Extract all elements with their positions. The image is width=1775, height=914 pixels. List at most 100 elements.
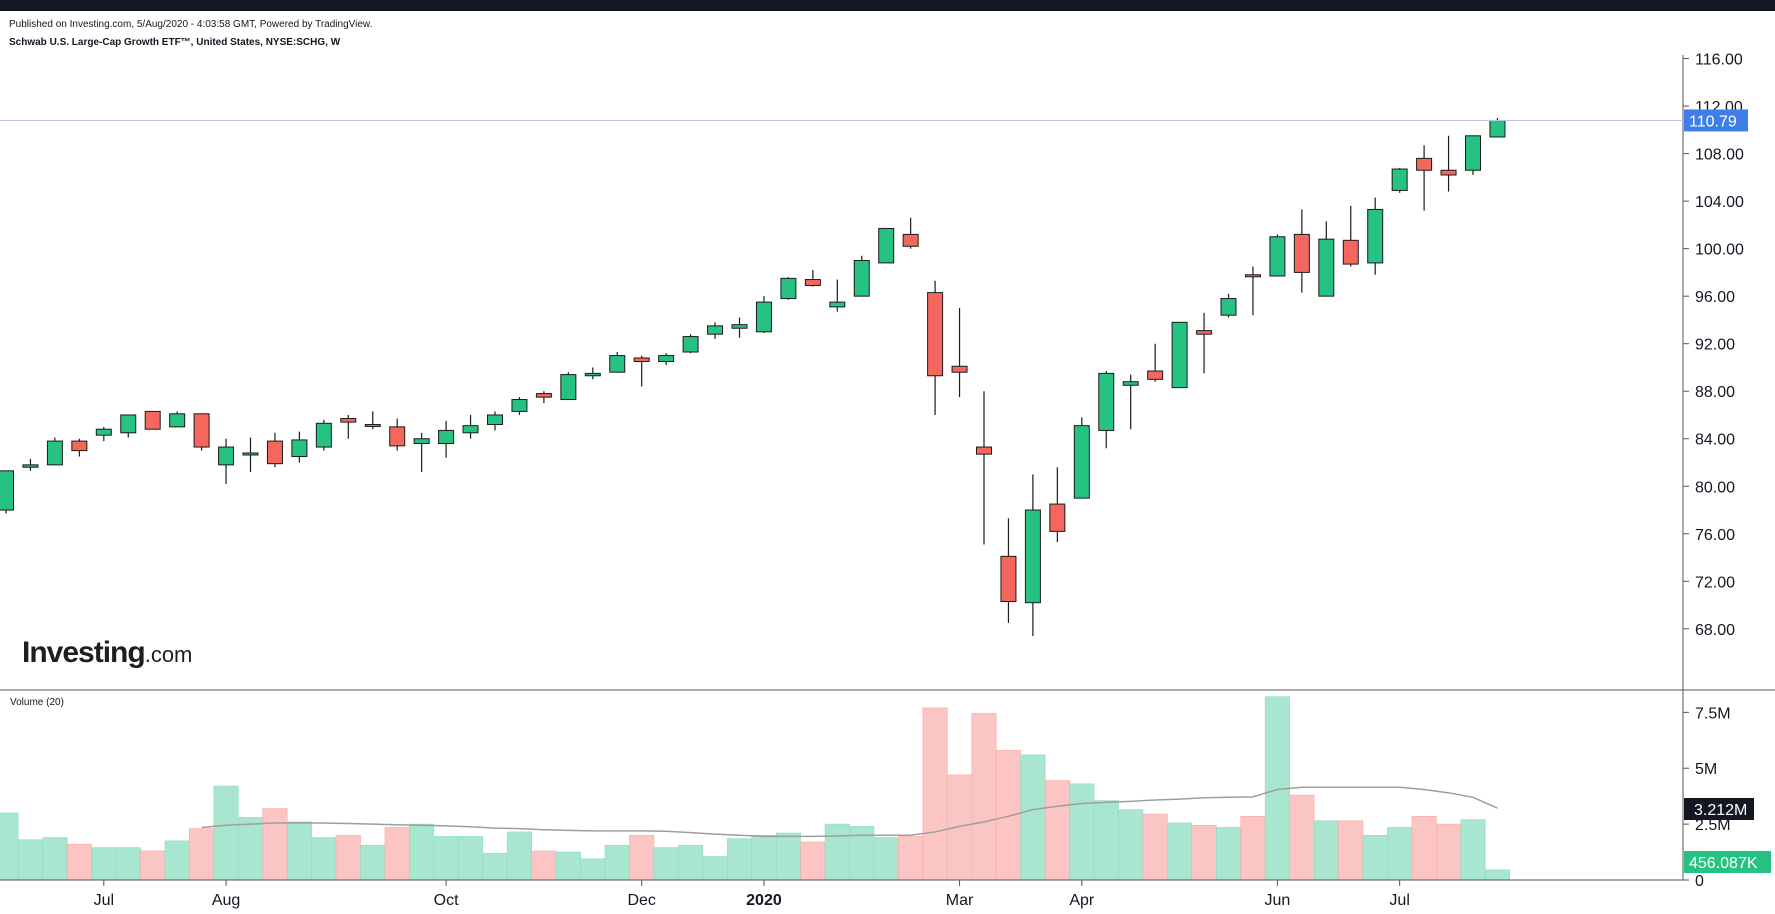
volume-bar bbox=[653, 847, 679, 881]
candle-body bbox=[266, 440, 283, 465]
candle-body bbox=[438, 429, 455, 444]
volume-ma-tag-bg bbox=[1684, 798, 1754, 820]
time-tick-label: Oct bbox=[434, 892, 459, 909]
volume-bar bbox=[140, 850, 166, 881]
volume-bar bbox=[1484, 869, 1510, 881]
candle bbox=[22, 458, 39, 471]
price-tick-label: 100.00 bbox=[1695, 242, 1744, 259]
candle bbox=[976, 391, 992, 545]
price-tick-label: 88.00 bbox=[1695, 384, 1735, 401]
candle bbox=[487, 411, 503, 431]
last-price-value: 110.79 bbox=[1689, 113, 1737, 130]
volume-bar bbox=[42, 837, 68, 881]
volume-label: Volume (20) bbox=[10, 697, 64, 708]
candle-body bbox=[829, 301, 846, 308]
volume-bar bbox=[311, 837, 337, 881]
volume-bar bbox=[1020, 754, 1046, 881]
candle bbox=[438, 420, 455, 458]
candle bbox=[144, 410, 161, 430]
volume-bar bbox=[1240, 815, 1266, 881]
candle-body bbox=[560, 374, 577, 401]
candle bbox=[46, 437, 63, 466]
volume-bar bbox=[1093, 800, 1119, 881]
candle bbox=[413, 432, 430, 472]
candle-body bbox=[462, 425, 479, 434]
candle bbox=[511, 397, 528, 415]
candles bbox=[0, 117, 1506, 636]
candle bbox=[1000, 518, 1017, 623]
volume-bar bbox=[1215, 827, 1242, 881]
volume-bar bbox=[1411, 815, 1437, 881]
candle-body bbox=[22, 464, 39, 468]
price-tick-label: 92.00 bbox=[1695, 337, 1735, 354]
candle-body bbox=[976, 446, 992, 455]
candle-body bbox=[584, 372, 601, 377]
volume-bar bbox=[1069, 783, 1095, 881]
candle bbox=[707, 322, 724, 339]
candle-body bbox=[1122, 381, 1139, 386]
investing-logo: Investing.com bbox=[22, 636, 192, 670]
volume-bar bbox=[115, 847, 141, 881]
candle-body bbox=[755, 301, 772, 333]
candle bbox=[658, 353, 675, 366]
volume-bar bbox=[384, 827, 410, 881]
candle bbox=[755, 296, 772, 333]
volume-bar bbox=[800, 841, 826, 881]
candle-body bbox=[315, 422, 332, 448]
price-tick-label: 84.00 bbox=[1695, 432, 1735, 449]
candle bbox=[169, 411, 186, 428]
volume-bar bbox=[1313, 820, 1339, 881]
candle-body bbox=[144, 410, 161, 430]
volume-bar bbox=[678, 845, 704, 881]
volume-tick-label: 2.5M bbox=[1695, 817, 1731, 834]
volume-tick-label: 7.5M bbox=[1695, 705, 1731, 722]
logo-main: Investing bbox=[22, 636, 146, 669]
candle-body bbox=[46, 440, 63, 466]
candle bbox=[731, 317, 748, 338]
candle-body bbox=[1367, 208, 1384, 264]
time-tick-label: Mar bbox=[946, 892, 974, 909]
price-tick-label: 116.00 bbox=[1695, 52, 1743, 69]
candle-body bbox=[1147, 370, 1164, 380]
price-tick-label: 108.00 bbox=[1695, 147, 1744, 164]
volume-bar bbox=[189, 828, 215, 881]
volume-bar bbox=[262, 808, 288, 881]
candle-body bbox=[1073, 425, 1090, 499]
volume-bar bbox=[164, 840, 190, 881]
candle bbox=[120, 414, 137, 438]
candle bbox=[633, 355, 650, 387]
volume-bar bbox=[922, 707, 948, 881]
volume-bar bbox=[604, 845, 630, 881]
price-tick-label: 80.00 bbox=[1695, 479, 1735, 496]
volume-bars bbox=[0, 696, 1510, 881]
candle-body bbox=[1269, 236, 1286, 277]
volume-ma-value: 3.212M bbox=[1694, 802, 1747, 819]
candle-body bbox=[731, 324, 748, 329]
candle-body bbox=[1440, 169, 1457, 176]
candle bbox=[315, 419, 332, 451]
volume-axis-ticks: 7.5M 5M 2.5M 0 bbox=[1683, 705, 1731, 890]
volume-bar bbox=[91, 847, 117, 881]
candle bbox=[1440, 135, 1457, 192]
candle bbox=[1342, 205, 1359, 267]
volume-bar bbox=[1387, 827, 1413, 881]
candle-body bbox=[535, 393, 552, 398]
candle bbox=[1147, 343, 1164, 382]
last-volume-value: 456.087K bbox=[1689, 855, 1758, 872]
volume-bar bbox=[360, 845, 386, 881]
candle-body bbox=[927, 292, 944, 377]
volume-bar bbox=[1460, 819, 1486, 881]
candle bbox=[0, 470, 14, 514]
volume-bar bbox=[0, 812, 19, 881]
candle bbox=[364, 411, 381, 430]
candle-body bbox=[511, 399, 528, 412]
volume-bar bbox=[458, 836, 484, 881]
time-axis-labels: Jul Aug Oct Dec 2020 Mar Apr Jun Jul bbox=[94, 880, 1410, 909]
candle-body bbox=[951, 365, 968, 373]
volume-bar bbox=[751, 834, 777, 881]
candle bbox=[1196, 312, 1213, 374]
candle-body bbox=[95, 428, 112, 436]
volume-bar bbox=[702, 856, 728, 881]
candle bbox=[1220, 293, 1237, 318]
